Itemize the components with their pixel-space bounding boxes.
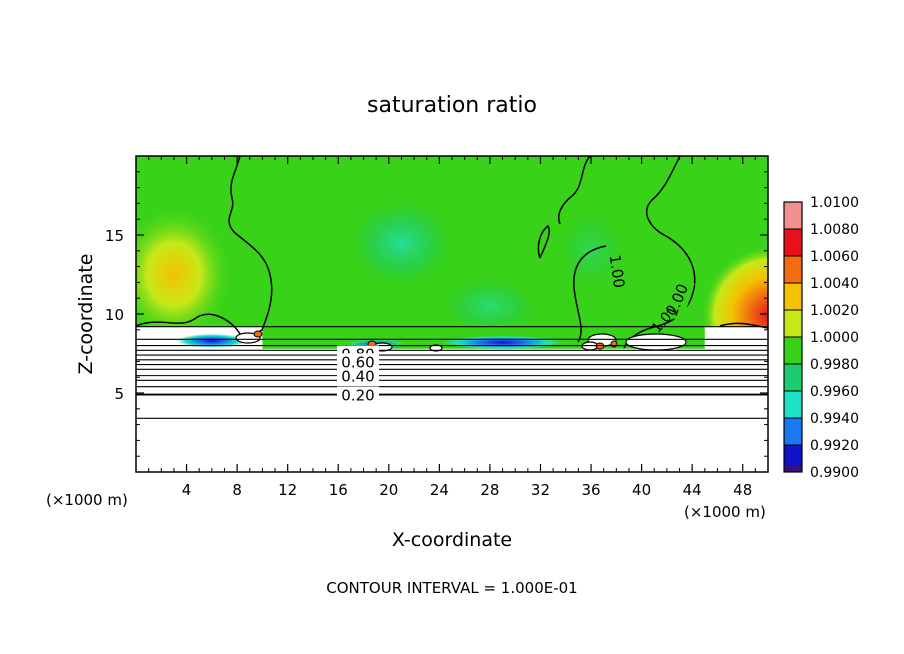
colorbar-swatch [784,466,802,472]
colorbar: 1.0100 1.0080 1.0060 1.0040 1.0020 1.0000 0.99… [783,195,859,481]
colorbar-tick-label: 0.9960 [810,384,859,400]
contour-line-lower [136,393,768,396]
contour-1.00 [558,156,591,225]
contour-line-lower [136,385,768,388]
chart-title: saturation ratio [367,93,537,118]
contour-line-lower [136,417,768,420]
colorbar-tick-label: 1.0000 [810,330,859,346]
contour-label-bg [337,353,379,369]
colorbar-swatch [784,364,802,392]
x-tick-label: 8 [232,481,242,499]
contour-cloud-patch-warm [253,330,263,338]
field-warm-left [136,204,234,345]
x-tick-label: 16 [329,481,348,499]
x-tick-label: 4 [182,481,192,499]
colorbar-swatch [784,418,802,446]
field-dry-cloudbase [176,333,247,348]
y-tick-label: 15 [105,227,124,245]
contour-line-lower [136,325,768,328]
plot-area: 0.800.600.400.201.001.001.00 [136,156,768,472]
colorbar-tick-label: 1.0060 [810,249,859,265]
contour-cloud-patch [429,344,443,352]
x-tick-label: 40 [632,481,651,499]
x-tick-label: 48 [733,481,752,499]
colorbar-tick-label: 1.0080 [810,222,859,238]
colorbar-tick-label: 0.9980 [810,357,859,373]
x-unit-label-right: (×1000 m) [684,503,766,521]
colorbar-swatch [784,202,802,230]
colorbar-swatch [784,391,802,419]
contour-line-lower [136,368,768,371]
colorbar-swatch [784,337,802,365]
colorbar-swatch [784,445,802,473]
contour-line-lower [136,349,768,352]
field-cool-patch [439,276,540,337]
colorbar-tick-label: 0.9940 [810,411,859,427]
contour-label-bg [667,278,695,322]
x-tick-label: 36 [581,481,600,499]
contour-label: 0.20 [341,387,374,405]
contour-label-1.00: 1.00 [606,254,628,290]
x-unit-label-left: (×1000 m) [46,491,128,509]
x-tick-label: 44 [683,481,702,499]
field-cool-patch [346,197,457,288]
colorbar-swatch [784,310,802,338]
colorbar-swatch [784,283,802,311]
contour-label: 0.60 [341,353,374,371]
contour-1.00 [537,224,551,259]
contour-1.00 [228,156,273,337]
x-axis-title: X-coordinate [392,529,512,551]
contour-line-lower [136,354,768,356]
contour-label: 0.40 [341,368,374,386]
contour-label-bg [337,386,379,402]
x-tick-label: 20 [379,481,398,499]
colorbar-swatch [784,256,802,284]
contour-line-lower [136,338,768,341]
y-axis-title: Z-coordinate [75,254,97,375]
contour-line-lower [136,344,768,347]
contour-1.00 [719,322,768,329]
y-tick-label: 5 [114,385,124,403]
contour-1.00 [573,245,607,343]
field-dry-cloudbase [442,335,563,350]
contour-interval-footer: CONTOUR INTERVAL = 1.000E-01 [326,579,577,597]
contour-1.00 [136,313,241,335]
x-tick-label: 32 [531,481,550,499]
contour-line-lower [136,379,768,382]
colorbar-tick-label: 0.9900 [810,465,859,481]
colorbar-tick-label: 1.0020 [810,303,859,319]
x-tick-label: 12 [278,481,297,499]
contour-cloud-patch [625,333,687,351]
contour-line-lower [136,358,768,361]
contour-line-lower [136,363,768,366]
contour-line-lower [136,374,768,377]
colorbar-tick-label: 1.0040 [810,276,859,292]
colorbar-swatch [784,229,802,257]
colorbar-tick-label: 1.0100 [810,195,859,211]
y-tick-label: 10 [105,306,124,324]
x-tick-label: 28 [480,481,499,499]
x-tick-label: 24 [430,481,449,499]
contour-label-bg [337,367,379,383]
colorbar-tick-label: 0.9920 [810,438,859,454]
